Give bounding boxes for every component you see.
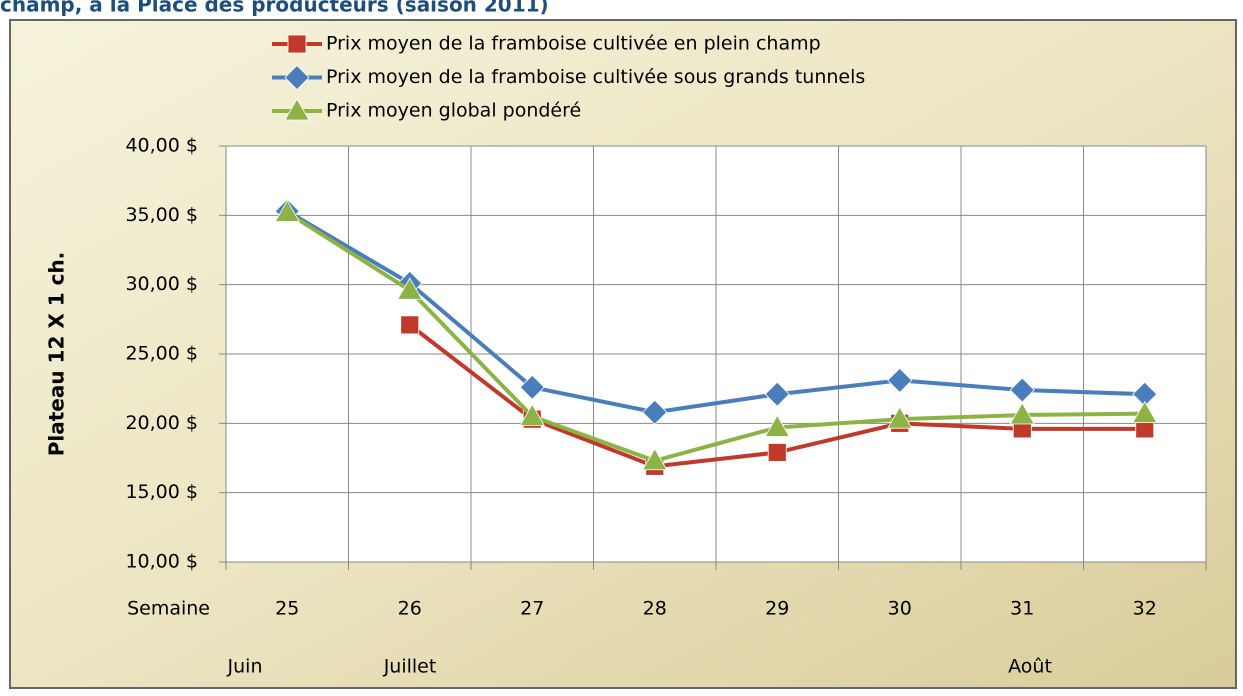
series-line: [286, 209, 1145, 415]
y-tick-label: 20,00 $: [125, 412, 198, 434]
legend-marker: [284, 64, 310, 91]
marker: [887, 406, 913, 429]
y-tick-label: 35,00 $: [125, 204, 198, 226]
legend-marker: [284, 98, 310, 121]
x-tick-label: 28: [643, 598, 667, 620]
annotation: Juillet: [383, 656, 437, 678]
chart-title: champ, à la Place des producteurs (saiso…: [0, 0, 549, 17]
x-axis-label: Semaine: [127, 598, 210, 620]
legend-label: Prix moyen de la framboise cultivée sous…: [326, 66, 865, 88]
marker: [642, 447, 668, 471]
x-tick-label: 30: [888, 598, 912, 620]
marker: [1009, 377, 1035, 403]
marker: [1009, 402, 1035, 425]
marker: [519, 374, 545, 400]
x-tick-label: 31: [1010, 598, 1034, 620]
x-tick-label: 27: [520, 598, 544, 620]
y-tick-label: 25,00 $: [125, 343, 198, 365]
x-tick-label: 25: [275, 598, 299, 620]
legend-label: Prix moyen de la framboise cultivée en p…: [326, 33, 821, 55]
legend-marker: [287, 34, 307, 54]
marker: [642, 399, 668, 425]
marker: [767, 443, 787, 462]
annotation: Août: [1008, 656, 1052, 678]
marker: [397, 277, 423, 300]
y-axis-label: Plateau 12 X 1 ch.: [45, 252, 69, 457]
series-line: [286, 210, 1145, 463]
legend-label: Prix moyen global pondéré: [326, 100, 581, 122]
marker: [764, 381, 790, 407]
x-tick-label: 29: [765, 598, 789, 620]
y-tick-label: 30,00 $: [125, 273, 198, 295]
marker: [519, 403, 545, 426]
annotation: Juin: [227, 656, 263, 678]
marker: [400, 315, 420, 335]
marker: [1132, 400, 1158, 424]
y-tick-label: 40,00 $: [125, 135, 198, 157]
marker: [764, 414, 790, 437]
y-tick-label: 15,00 $: [125, 481, 198, 503]
y-tick-label: 10,00 $: [125, 551, 198, 573]
marker: [887, 367, 913, 393]
marker: [274, 199, 300, 222]
x-tick-label: 26: [398, 598, 422, 620]
x-tick-label: 32: [1133, 598, 1157, 620]
